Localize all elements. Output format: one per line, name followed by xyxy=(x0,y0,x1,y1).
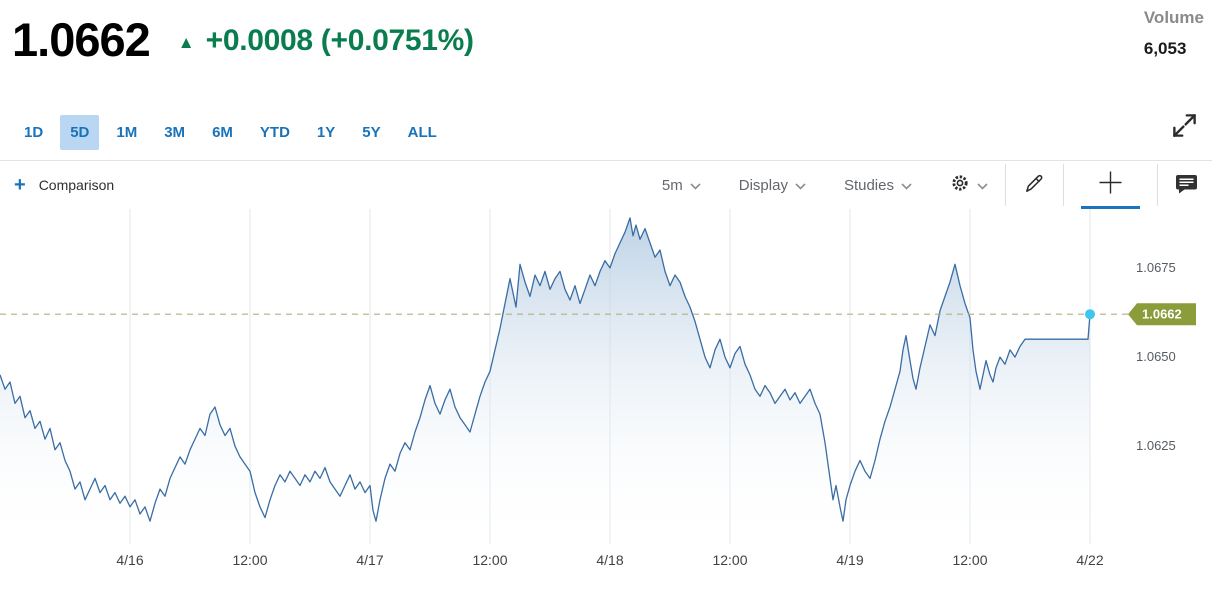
toolbar-divider xyxy=(1063,164,1064,206)
price-change: +0.0008 (+0.0751%) xyxy=(205,23,474,57)
x-tick-label: 12:00 xyxy=(472,552,507,568)
price-row: 1.0662 ▲ +0.0008 (+0.0751%) xyxy=(12,14,474,66)
x-tick-label: 4/16 xyxy=(116,552,143,568)
chart-toolbar: + Comparison 5m Display Studies xyxy=(0,160,1212,209)
toolbar-right: 5m Display Studies xyxy=(624,161,1198,209)
volume-label: Volume xyxy=(1143,8,1204,27)
range-tab-1y[interactable]: 1Y xyxy=(307,115,345,150)
toolbar-divider xyxy=(1005,164,1006,206)
x-tick-label: 12:00 xyxy=(712,552,747,568)
price-line xyxy=(0,217,1091,522)
volume-block: Volume 6,053 xyxy=(1144,8,1204,59)
crosshair-icon xyxy=(1098,170,1123,200)
toolbar-divider xyxy=(1157,164,1158,206)
range-tab-all[interactable]: ALL xyxy=(398,115,447,150)
chart-area: 4/16 12:00 4/17 12:00 4/18 12:00 4/19 12:00 4/22… xyxy=(0,209,1212,590)
display-dropdown[interactable]: Display xyxy=(739,177,806,194)
range-tab-5y[interactable]: 5Y xyxy=(352,115,390,150)
range-tab-1d[interactable]: 1D xyxy=(14,115,53,150)
crosshair-selected-underline xyxy=(1081,206,1140,209)
crosshair-tool[interactable] xyxy=(1081,161,1140,209)
chevron-down-icon xyxy=(901,177,912,194)
chevron-down-icon xyxy=(690,177,701,194)
expand-chart-button[interactable] xyxy=(1171,112,1198,142)
news-annotations-button[interactable] xyxy=(1175,174,1198,197)
last-price-tag xyxy=(1128,303,1196,326)
studies-dropdown[interactable]: Studies xyxy=(844,177,912,194)
area-fill xyxy=(0,217,1090,539)
y-tick-label: 1.0675 xyxy=(1136,260,1176,275)
studies-label: Studies xyxy=(843,176,894,194)
expand-icon xyxy=(1171,114,1198,142)
x-tick-label: 4/19 xyxy=(836,552,863,568)
chevron-down-icon xyxy=(977,177,988,194)
x-tick-label: 12:00 xyxy=(952,552,987,568)
range-tabs: 1D 5D 1M 3M 6M YTD 1Y 5Y ALL xyxy=(0,104,1212,160)
last-price-tag-label: 1.0662 xyxy=(1142,307,1182,322)
range-tab-5d[interactable]: 5D xyxy=(60,114,100,150)
x-tick-label: 12:00 xyxy=(232,552,267,568)
settings-dropdown[interactable] xyxy=(950,173,988,197)
chevron-down-icon xyxy=(795,177,806,194)
pencil-icon xyxy=(1023,172,1046,198)
range-tab-1m[interactable]: 1M xyxy=(106,115,147,150)
draw-tool-button[interactable] xyxy=(1023,172,1046,198)
interval-label: 5m xyxy=(661,176,683,194)
comparison-button[interactable]: + Comparison xyxy=(14,175,114,195)
annotation-icon xyxy=(1175,174,1198,197)
x-tick-label: 4/17 xyxy=(356,552,383,568)
x-tick-label: 4/22 xyxy=(1076,552,1103,568)
price-header: 1.0662 ▲ +0.0008 (+0.0751%) Volume 6,053 xyxy=(0,0,1212,104)
plus-icon: + xyxy=(14,174,26,196)
y-tick-label: 1.0650 xyxy=(1136,349,1176,364)
x-tick-label: 4/18 xyxy=(596,552,623,568)
up-arrow-icon: ▲ xyxy=(177,32,195,52)
price-chart[interactable]: 4/16 12:00 4/17 12:00 4/18 12:00 4/19 12:00 4/22… xyxy=(0,209,1212,584)
interval-dropdown[interactable]: 5m xyxy=(662,177,701,194)
y-tick-label: 1.0625 xyxy=(1136,438,1176,453)
range-tab-6m[interactable]: 6M xyxy=(202,115,243,150)
last-price: 1.0662 xyxy=(12,13,151,66)
comparison-label: Comparison xyxy=(38,177,115,193)
range-tab-ytd[interactable]: YTD xyxy=(250,115,300,150)
range-tab-3m[interactable]: 3M xyxy=(154,115,195,150)
volume-value: 6,053 xyxy=(1143,39,1187,58)
display-label: Display xyxy=(738,176,788,194)
gear-icon xyxy=(950,173,970,197)
last-price-dot xyxy=(1085,309,1095,320)
